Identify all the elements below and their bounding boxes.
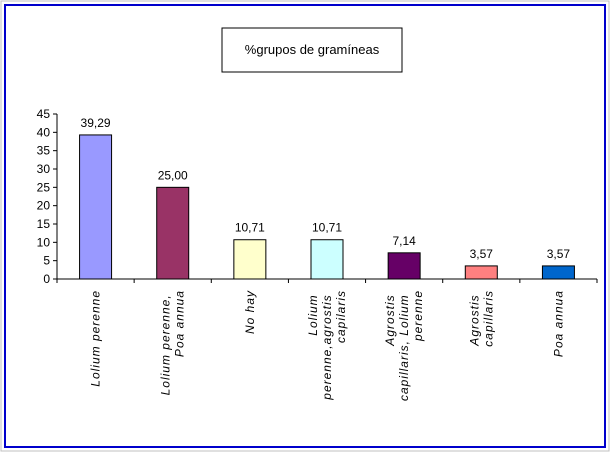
x-tick-label: Lolium perenne, Poa annua: [159, 290, 187, 395]
bar: [79, 134, 113, 280]
y-tick-label: 10: [37, 235, 51, 249]
y-tick-label: 45: [37, 107, 51, 121]
y-tick-label: 20: [37, 199, 51, 213]
x-tick-label: No hay: [243, 290, 257, 334]
x-tick-label: Poa annua: [551, 290, 565, 357]
data-label: 39,29: [81, 116, 111, 130]
y-tick-label: 0: [43, 272, 50, 286]
y-tick-label: 5: [43, 254, 50, 268]
y-tick-label: 30: [37, 162, 51, 176]
title-box: [221, 27, 403, 73]
bar: [233, 239, 267, 280]
y-tick-label: 40: [37, 125, 51, 139]
y-tick-label: 15: [37, 217, 51, 231]
chart-title: %grupos de gramíneas: [245, 42, 380, 57]
data-label: 25,00: [158, 168, 188, 182]
data-label: 3,57: [470, 247, 494, 261]
bar: [156, 186, 190, 280]
data-label: 3,57: [547, 247, 571, 261]
x-tick-label: Agrostis capillaris: [467, 290, 495, 347]
bar: [387, 252, 421, 280]
bar: [541, 265, 575, 280]
data-label: 10,71: [235, 221, 265, 235]
chart-frame: [4, 4, 606, 448]
y-tick-label: 25: [37, 180, 51, 194]
x-tick-label: Lolium perenne: [89, 290, 103, 387]
x-tick-label: Lolium perenne,agrostis capilaris: [306, 290, 348, 401]
y-tick-label: 35: [37, 144, 51, 158]
x-tick-label: Agrostis capillaris, Lolium perenne: [383, 290, 425, 401]
data-label: 7,14: [392, 234, 416, 248]
bar: [464, 265, 498, 280]
data-label: 10,71: [312, 221, 342, 235]
bar: [310, 239, 344, 280]
